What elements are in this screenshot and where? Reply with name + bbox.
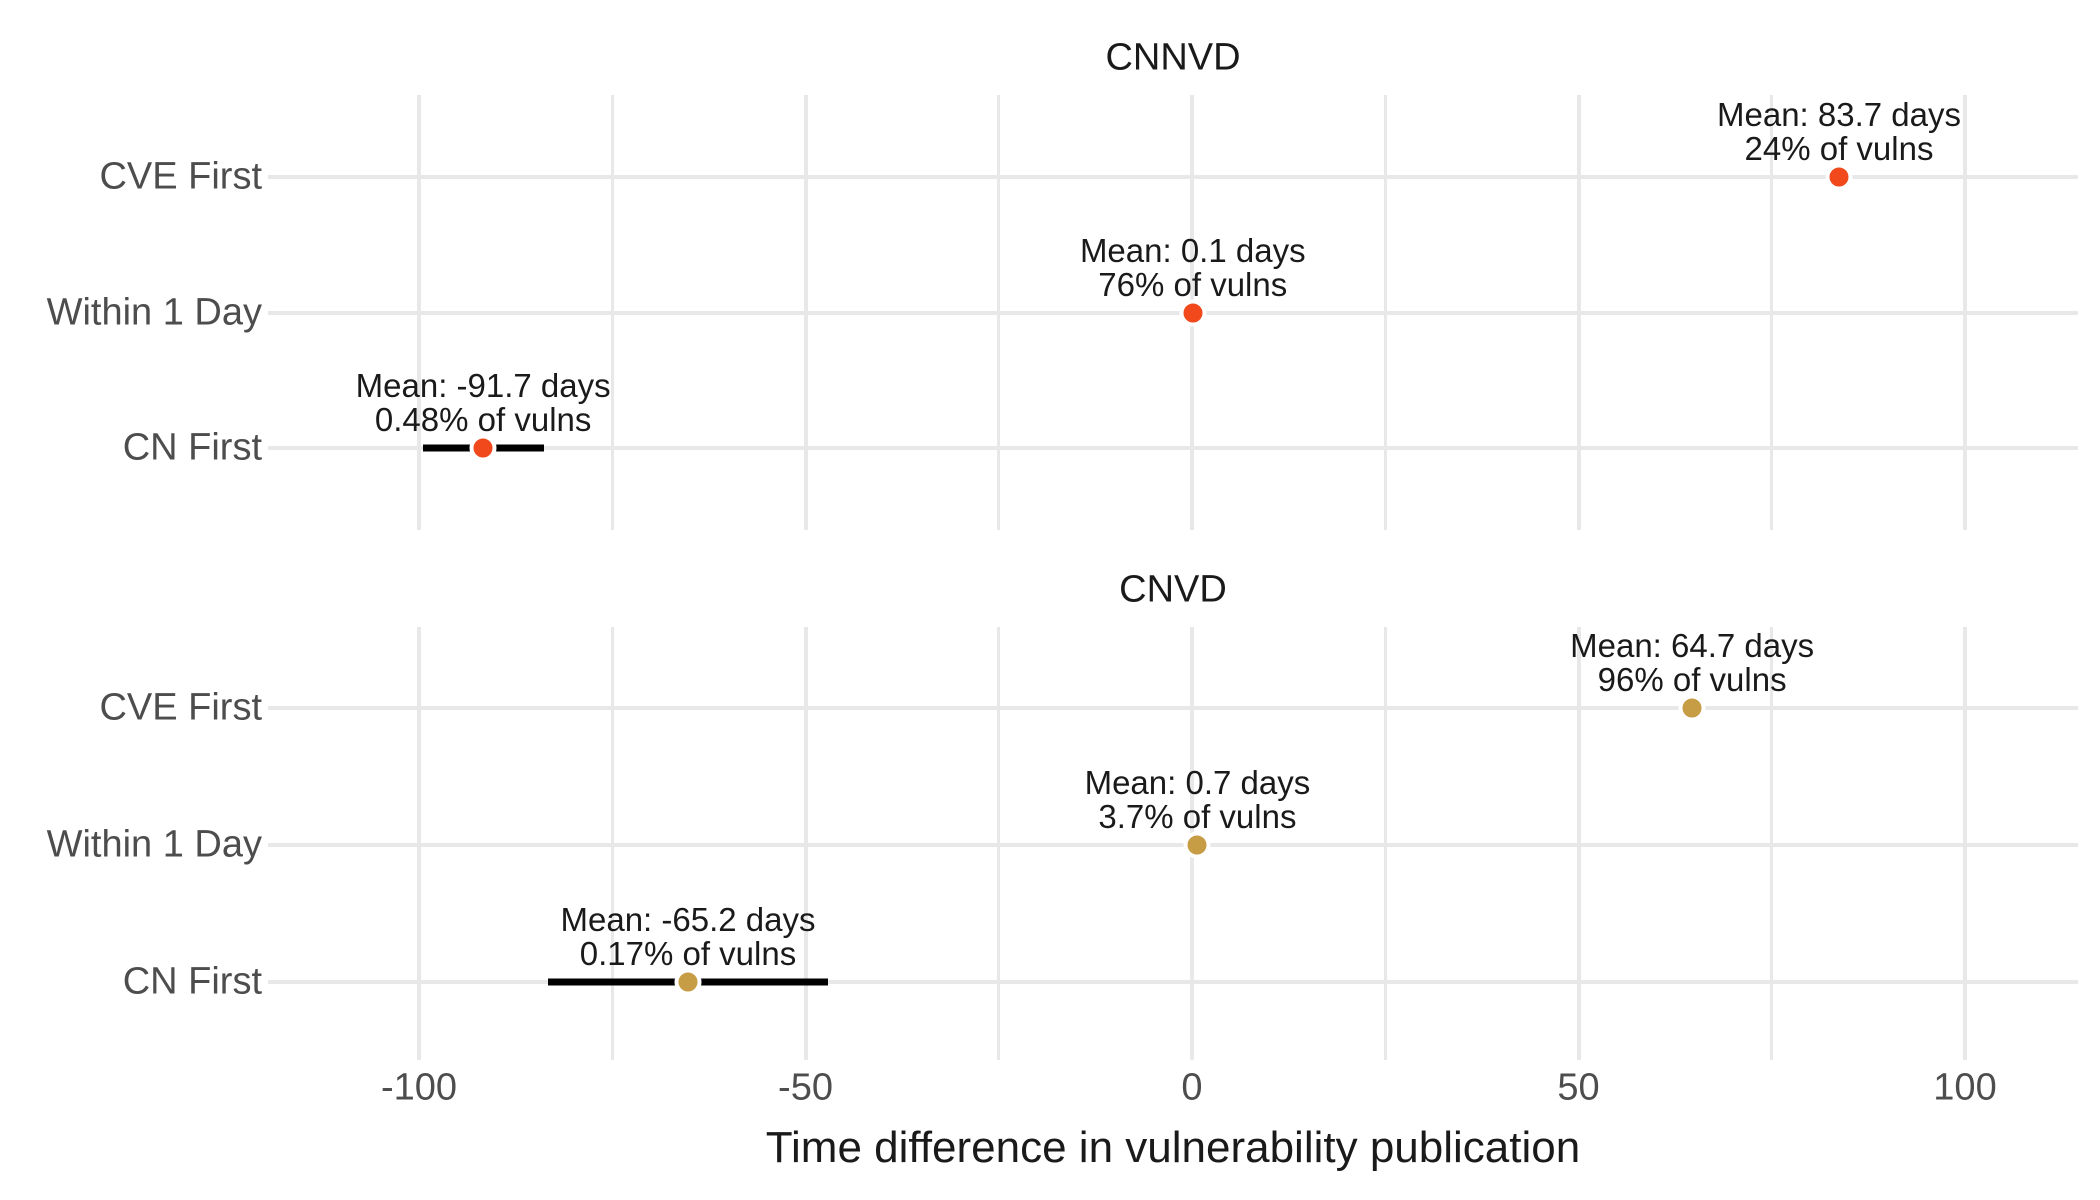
point-annotation: Mean: -65.2 days 0.17% of vulns <box>561 903 816 971</box>
y-axis-label: CVE First <box>99 686 262 729</box>
annotation-pct-line: 76% of vulns <box>1098 266 1288 303</box>
annotation-mean-line: Mean: 83.7 days <box>1717 96 1961 133</box>
annotation-mean-line: Mean: -65.2 days <box>560 901 816 938</box>
y-axis-label: CN First <box>122 960 262 1003</box>
data-point <box>1183 831 1211 859</box>
data-point <box>1678 694 1706 722</box>
gridline-y <box>268 175 2078 179</box>
y-axis-label: CN First <box>122 426 262 469</box>
x-tick-label: 0 <box>1181 1066 1203 1109</box>
y-axis-label: CVE First <box>99 155 262 198</box>
facet-title: CNVD <box>1119 568 1227 611</box>
data-point <box>674 968 702 996</box>
annotation-pct-line: 0.17% of vulns <box>579 935 797 972</box>
gridline-y <box>268 843 2078 847</box>
point-annotation: Mean: -91.7 days 0.48% of vulns <box>356 369 611 437</box>
gridline-y <box>268 706 2078 710</box>
facet-title: CNNVD <box>1105 36 1241 79</box>
annotation-mean-line: Mean: 0.1 days <box>1079 232 1306 269</box>
x-tick-label: 50 <box>1557 1066 1600 1109</box>
annotation-pct-line: 3.7% of vulns <box>1098 798 1297 835</box>
data-point <box>1179 299 1207 327</box>
gridline-y <box>268 311 2078 315</box>
annotation-mean-line: Mean: 64.7 days <box>1570 627 1815 664</box>
annotation-pct-line: 24% of vulns <box>1744 130 1934 167</box>
annotation-pct-line: 0.48% of vulns <box>374 401 592 438</box>
annotation-mean-line: Mean: -91.7 days <box>355 367 611 404</box>
gridline-y <box>268 980 2078 984</box>
annotation-mean-line: Mean: 0.7 days <box>1084 764 1311 801</box>
gridline-y <box>268 446 2078 450</box>
point-annotation: Mean: 0.7 days 3.7% of vulns <box>1085 766 1311 834</box>
x-axis-title: Time difference in vulnerability publica… <box>765 1123 1581 1172</box>
y-axis-label: Within 1 Day <box>46 291 262 334</box>
point-annotation: Mean: 83.7 days 24% of vulns <box>1717 98 1961 166</box>
data-point <box>469 434 497 462</box>
point-annotation: Mean: 64.7 days 96% of vulns <box>1570 629 1814 697</box>
x-tick-label: -100 <box>380 1066 458 1109</box>
x-tick-label: -50 <box>778 1066 833 1109</box>
x-tick-label: 100 <box>1933 1066 1997 1109</box>
data-point <box>1825 163 1853 191</box>
point-annotation: Mean: 0.1 days 76% of vulns <box>1080 234 1306 302</box>
annotation-pct-line: 96% of vulns <box>1597 661 1787 698</box>
y-axis-label: Within 1 Day <box>46 823 262 866</box>
